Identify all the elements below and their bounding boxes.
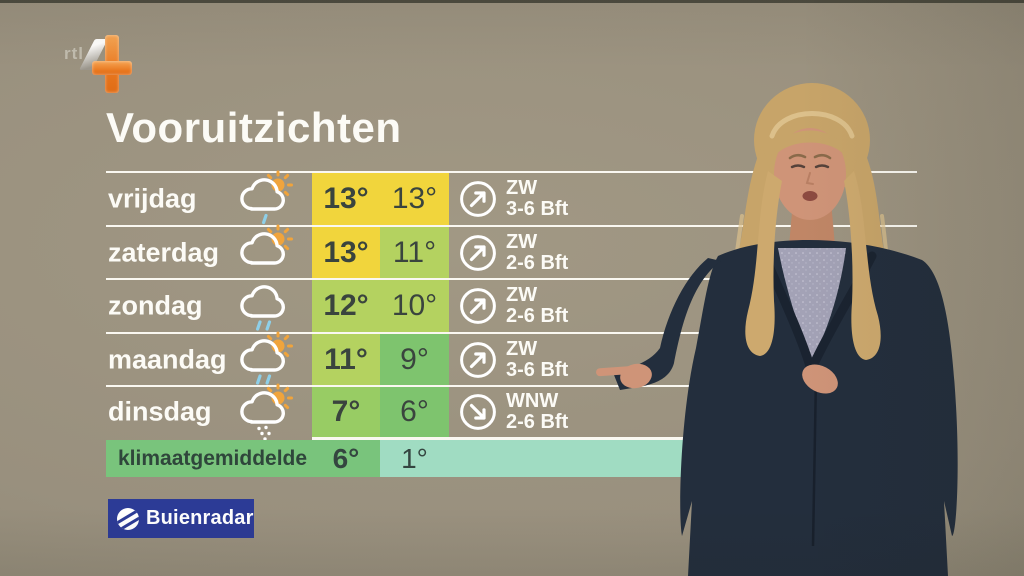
sun-cloud-shower-icon <box>237 170 295 228</box>
forecast-row: dinsdag 7° 6° WNW 2-6 Bft <box>106 383 917 441</box>
wind-ne-arrow-icon <box>458 179 498 219</box>
climate-max-temp: 6° <box>332 442 360 474</box>
day-label: zaterdag <box>108 237 220 267</box>
rtl4-logo: rtl <box>58 33 138 97</box>
wind-force-label: 3-6 Bft <box>506 358 569 381</box>
buienradar-ball-icon <box>117 507 139 530</box>
wind-ne-arrow-icon <box>458 233 498 273</box>
max-temp-cell: 7° <box>312 387 380 437</box>
min-temp-cell: 13° <box>380 173 449 225</box>
climate-average-row: klimaatgemiddelde 6° 1° <box>106 440 917 477</box>
forecast-row: vrijdag 13° 13° ZW 3-6 Bft <box>106 170 917 228</box>
min-temp-cell: 11° <box>380 227 449 278</box>
top-edge-bar <box>0 0 1024 3</box>
day-label: dinsdag <box>108 396 212 427</box>
wind-direction-label: ZW <box>506 177 538 199</box>
wind-ne-arrow-icon <box>458 286 498 326</box>
climate-label: klimaatgemiddelde <box>118 446 308 470</box>
presenter-hands <box>596 363 838 394</box>
max-temp-cell: 13° <box>312 173 380 225</box>
cloud-rain-icon <box>237 277 295 335</box>
wind-se-arrow-icon <box>458 392 498 432</box>
buienradar-label: Buienradar <box>146 507 254 529</box>
wind-direction-label: WNW <box>506 390 559 412</box>
wind-text: ZW 2-6 Bft <box>506 285 568 327</box>
day-label: zondag <box>108 290 203 321</box>
wind-force-label: 2-6 Bft <box>506 251 569 274</box>
min-temp-cell: 9° <box>380 334 449 385</box>
presenter-suit <box>614 239 958 576</box>
max-temp-cell: 12° <box>312 280 380 332</box>
min-temp-cell: 6° <box>380 387 449 437</box>
rtl4-horizontal-bar <box>92 61 132 75</box>
sun-cloud-rain-icon <box>237 331 295 389</box>
wind-direction-label: ZW <box>506 337 538 360</box>
day-label: maandag <box>108 344 227 374</box>
sun-cloud-hail-icon <box>237 383 295 441</box>
wind-ne-arrow-icon <box>458 340 498 380</box>
wind-force-label: 3-6 Bft <box>506 198 569 220</box>
forecast-row: zondag 12° 10° ZW 2-6 Bft <box>106 278 917 332</box>
wind-force-label: 2-6 Bft <box>506 305 569 327</box>
row-separator-line <box>312 437 917 440</box>
presenter-face <box>770 128 850 255</box>
buienradar-logo: Buienradar <box>108 499 254 538</box>
page-title: Vooruitzichten <box>106 104 402 151</box>
min-temp-cell: 10° <box>380 280 449 332</box>
max-temp-cell: 13° <box>312 227 380 278</box>
wind-force-label: 2-6 Bft <box>506 411 569 433</box>
presenter-hair-front <box>745 171 881 360</box>
wind-text: WNW 2-6 Bft <box>506 391 568 433</box>
climate-green-band <box>106 440 380 477</box>
sun-cloud-icon <box>237 224 295 282</box>
day-label: vrijdag <box>108 183 197 214</box>
wind-text: ZW 2-6 Bft <box>506 230 569 274</box>
rtl-logo-text: rtl <box>64 44 84 63</box>
wind-direction-label: ZW <box>506 284 538 306</box>
wind-text: ZW 3-6 Bft <box>506 178 568 220</box>
weather-presenter <box>596 83 958 576</box>
forecast-row: maandag 11° 9° ZW 3-6 Bft <box>106 331 917 385</box>
climate-min-temp: 1° <box>401 442 428 474</box>
forecast-row: zaterdag 13° 11° ZW 2-6 Bft <box>106 224 917 278</box>
max-temp-cell: 11° <box>312 334 380 385</box>
wind-direction-label: ZW <box>506 230 538 253</box>
wind-text: ZW 3-6 Bft <box>506 337 569 381</box>
